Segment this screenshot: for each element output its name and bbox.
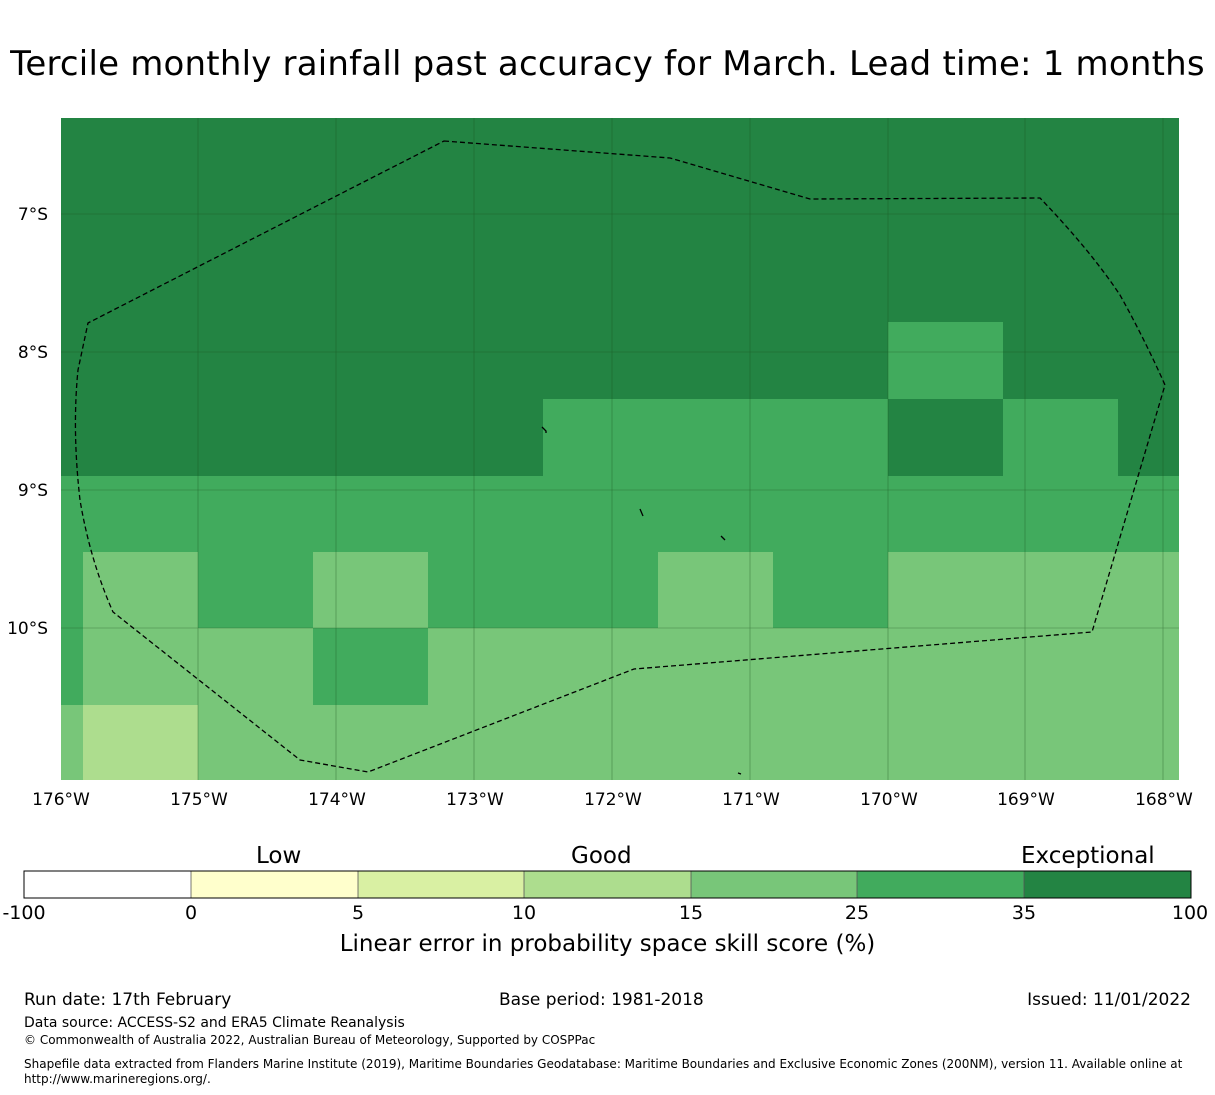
map-title: Tercile monthly rainfall past accuracy f… <box>10 44 1205 84</box>
grid-cell <box>543 399 888 476</box>
colorbar-tick: 35 <box>1011 902 1037 924</box>
copyright: © Commonwealth of Australia 2022, Austra… <box>24 1033 596 1047</box>
colorbar-tick: 25 <box>844 902 870 924</box>
colorbar-swatch <box>24 871 191 898</box>
lon-label: 172°W <box>584 790 642 810</box>
lat-label: 10°S <box>7 619 48 639</box>
data-source: Data source: ACCESS-S2 and ERA5 Climate … <box>24 1015 405 1031</box>
lat-label: 8°S <box>18 343 48 363</box>
skill-map: 7°S 8°S 9°S 10°S 176°W 175°W 174°W 173°W… <box>7 118 1193 810</box>
grid-cell <box>888 552 1179 628</box>
colorbar <box>23 870 1192 899</box>
colorbar-tick: 10 <box>511 902 537 924</box>
lon-label: 170°W <box>860 790 918 810</box>
colorbar-swatch <box>358 871 524 898</box>
run-date: Run date: 17th February <box>24 990 232 1010</box>
colorbar-swatch <box>1024 871 1191 898</box>
colorbar-tick: 100 <box>1171 902 1209 924</box>
colorbar-tick: 15 <box>678 902 704 924</box>
grid-cell <box>888 322 1003 399</box>
lon-labels: 176°W 175°W 174°W 173°W 172°W 171°W 170°… <box>32 790 1193 810</box>
base-period: Base period: 1981-2018 <box>499 990 704 1010</box>
colorbar-group-exceptional: Exceptional <box>1021 843 1155 869</box>
grid-cell <box>313 552 428 628</box>
colorbar-label: Linear error in probability space skill … <box>339 931 876 957</box>
colorbar-tick: 0 <box>184 902 198 924</box>
colorbar-group-good: Good <box>571 843 632 869</box>
issued-date: Issued: 11/01/2022 <box>1027 990 1191 1010</box>
lon-label: 171°W <box>722 790 780 810</box>
shapefile-credit: Shapefile data extracted from Flanders M… <box>24 1057 1183 1086</box>
colorbar-group-low: Low <box>256 843 302 869</box>
grid-cell <box>83 705 198 780</box>
lat-label: 7°S <box>18 205 48 225</box>
graticule <box>61 118 1179 780</box>
colorbar-tick: -100 <box>2 902 46 924</box>
islands <box>541 426 742 775</box>
colorbar-frame <box>23 870 1192 899</box>
lon-label: 173°W <box>446 790 504 810</box>
grid-cell <box>61 476 1179 552</box>
lat-labels: 7°S 8°S 9°S 10°S <box>7 205 48 639</box>
grid-cell <box>1003 399 1118 476</box>
grid-cell <box>61 705 1179 780</box>
eez-boundary <box>74 140 1166 773</box>
grid-cell <box>83 628 1179 706</box>
lon-label: 175°W <box>170 790 228 810</box>
lon-label: 176°W <box>32 790 90 810</box>
grid-cell <box>313 628 428 706</box>
colorbar-swatch <box>691 871 857 898</box>
lon-label: 174°W <box>308 790 366 810</box>
colorbar-swatch <box>524 871 691 898</box>
grid-cell <box>61 628 83 706</box>
lon-label: 168°W <box>1135 790 1193 810</box>
colorbar-swatch <box>191 871 358 898</box>
lon-label: 169°W <box>997 790 1055 810</box>
lat-label: 9°S <box>18 481 48 501</box>
colorbar-swatch <box>857 871 1024 898</box>
colorbar-tick: 5 <box>351 902 365 924</box>
grid-cell <box>83 552 198 628</box>
skill-grid-cells <box>61 118 1179 780</box>
grid-cell <box>658 552 773 628</box>
